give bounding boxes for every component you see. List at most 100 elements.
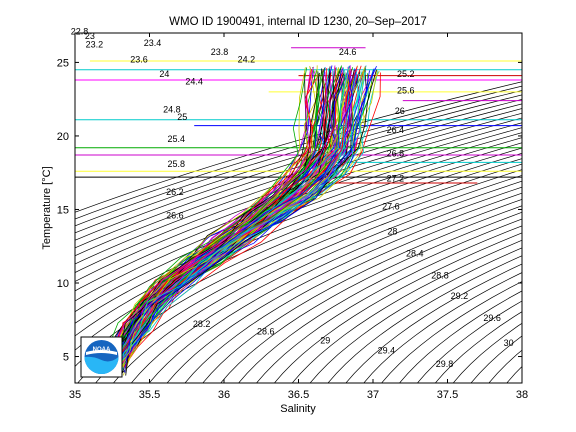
density-contour	[75, 127, 522, 292]
contour-label: 27.2	[387, 174, 405, 184]
density-contour	[75, 142, 522, 324]
density-contour	[256, 225, 522, 383]
density-contour	[75, 108, 522, 257]
density-contour	[75, 98, 522, 241]
contour-label: 23.4	[144, 38, 162, 48]
contour-label: 26.6	[166, 210, 184, 220]
density-contour	[345, 263, 522, 383]
density-contour	[75, 137, 522, 313]
profile-line	[103, 72, 320, 374]
contour-label: 23	[85, 31, 95, 41]
contour-label: 28.6	[257, 326, 275, 336]
profile-line	[114, 65, 350, 375]
contour-label: 30	[504, 338, 514, 348]
chart-title: WMO ID 1900491, internal ID 1230, 20–Sep…	[169, 16, 427, 28]
density-contour	[95, 169, 522, 383]
x-axis-label: Salinity	[280, 403, 316, 415]
density-contour	[113, 174, 522, 383]
x-tick-label: 38	[516, 389, 528, 401]
density-contour	[238, 218, 522, 383]
contour-label: 28	[387, 226, 397, 236]
density-contour	[291, 239, 522, 383]
profile-line	[123, 72, 381, 368]
profile-line	[109, 71, 354, 371]
density-contour	[131, 180, 522, 383]
contour-label: 24.6	[339, 47, 357, 57]
density-contour	[75, 85, 522, 220]
profile-line	[107, 65, 336, 376]
density-contour	[417, 300, 522, 383]
profile-line	[125, 69, 377, 376]
noaa-logo-text: NOAA	[93, 347, 111, 353]
x-tick-label: 36.5	[288, 389, 309, 401]
contour-label: 29.8	[436, 359, 454, 369]
y-tick-label: 20	[57, 131, 69, 143]
contour-label: 23.6	[130, 54, 148, 64]
contour-label: 25.4	[168, 134, 186, 144]
density-contour	[75, 94, 522, 234]
density-contour	[543, 4, 576, 383]
contour-label: 24	[159, 69, 169, 79]
profile-line	[107, 69, 314, 370]
y-tick-label: 25	[57, 57, 69, 69]
profile-line	[101, 67, 306, 374]
contour-label: 26.8	[387, 149, 405, 159]
profile-line	[113, 72, 346, 370]
density-contour	[75, 112, 522, 265]
contour-label: 23.2	[86, 40, 104, 50]
density-contour	[75, 152, 522, 351]
contour-label: 26	[395, 106, 405, 116]
x-tick-label: 35	[69, 389, 81, 401]
contour-label: 25.2	[397, 69, 415, 79]
contour-label: 28.8	[431, 271, 449, 281]
x-tick-label: 37	[367, 389, 379, 401]
contour-label: 24.2	[238, 54, 256, 64]
contour-label: 28.2	[193, 319, 211, 329]
contour-label: 22.8	[71, 26, 89, 36]
y-tick-label: 5	[63, 352, 69, 364]
contour-label: 29	[320, 335, 330, 345]
profile-line	[124, 70, 370, 373]
density-contour	[75, 81, 522, 213]
density-contour	[75, 147, 522, 337]
contour-label: 23.8	[211, 47, 229, 57]
density-contour	[399, 290, 522, 383]
y-tick-label: 15	[57, 204, 69, 216]
contour-label: 25.6	[397, 85, 415, 95]
contour-label: 29.2	[451, 291, 469, 301]
density-contour	[309, 247, 522, 383]
contour-label: 25	[177, 112, 187, 122]
contour-label: 29.4	[378, 346, 396, 356]
density-contour	[381, 281, 522, 383]
density-contour	[560, 4, 576, 383]
density-contour	[435, 311, 522, 383]
density-contour	[525, 4, 576, 383]
profile-lines	[99, 65, 381, 376]
profile-line	[106, 67, 308, 373]
profile-line	[111, 71, 328, 372]
density-contour	[148, 186, 522, 383]
density-contour	[184, 199, 522, 383]
y-tick-label: 10	[57, 278, 69, 290]
contour-label: 24.4	[185, 76, 203, 86]
profile-line	[121, 69, 374, 373]
contour-label: 26.4	[387, 125, 405, 135]
y-axis-label: Temperature [°C]	[41, 166, 53, 249]
contour-label: 24.8	[163, 104, 181, 114]
profile-line	[118, 73, 359, 371]
density-contour	[75, 103, 522, 249]
contour-label: 26.2	[166, 187, 184, 197]
density-contour	[75, 90, 522, 227]
profile-line	[109, 72, 320, 374]
x-tick-label: 36	[218, 389, 230, 401]
x-tick-label: 35.5	[139, 389, 160, 401]
contour-label: 29.6	[483, 313, 501, 323]
profile-line	[107, 68, 325, 370]
density-contour	[274, 232, 522, 383]
y-axis-ticks: 5 10 15 20 25	[57, 57, 522, 364]
density-contour	[220, 211, 522, 383]
contour-label: 27.6	[382, 201, 400, 211]
contour-label: 25.8	[168, 159, 186, 169]
